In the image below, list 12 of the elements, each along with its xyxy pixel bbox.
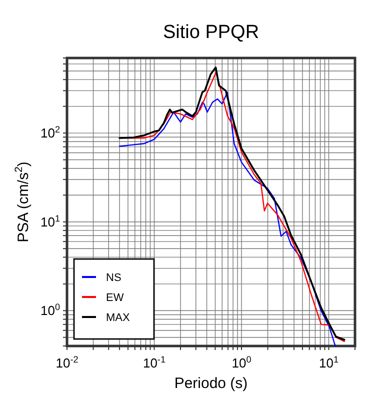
y-tick-label: 10$^{0}$ — [40, 302, 60, 318]
chart-title: Sitio PPQR — [162, 22, 260, 43]
x-tick-label: 10$^{1}$ — [318, 354, 338, 370]
legend-label: NS — [106, 272, 122, 284]
y-tick-label: 10$^{1}$ — [40, 213, 60, 230]
y-tick-label: 10$^{2}$ — [40, 124, 60, 141]
x-tick-label: 10$^{0}$ — [232, 354, 252, 370]
x-tick-label: 10$^{-1}$ — [142, 354, 166, 370]
x-tick-label: 10$^{-2}$ — [56, 354, 78, 370]
x-axis-title: Periodo (s) — [174, 375, 248, 392]
legend-label: MAX — [106, 312, 130, 324]
legend-label: EW — [106, 292, 124, 304]
